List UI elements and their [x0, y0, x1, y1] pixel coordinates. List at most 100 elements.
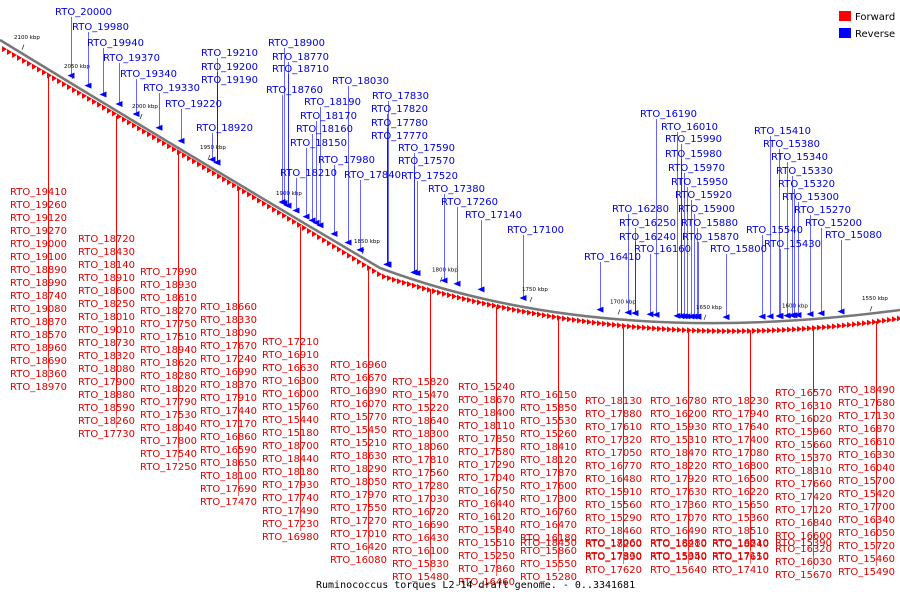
forward-gene-label[interactable]: RTO_17600	[520, 481, 577, 492]
reverse-gene-label[interactable]: RTO_15430	[764, 239, 821, 250]
reverse-gene-label[interactable]: RTO_17520	[401, 171, 458, 182]
forward-gene-label[interactable]: RTO_18450	[520, 538, 577, 549]
forward-gene-label[interactable]: RTO_18510	[712, 526, 769, 537]
forward-gene-label[interactable]: RTO_16960	[330, 360, 387, 371]
forward-gene-label[interactable]: RTO_18910	[78, 273, 135, 284]
forward-gene-label[interactable]: RTO_15720	[838, 541, 895, 552]
forward-gene-label[interactable]: RTO_17050	[585, 448, 642, 459]
reverse-gene-label[interactable]: RTO_16410	[584, 252, 641, 263]
forward-gene-label[interactable]: RTO_16180	[520, 533, 577, 544]
reverse-gene-label[interactable]: RTO_18030	[332, 76, 389, 87]
reverse-gene-label[interactable]: RTO_17770	[371, 131, 428, 142]
forward-gene-label[interactable]: RTO_18050	[330, 477, 387, 488]
forward-gene-label[interactable]: RTO_18720	[78, 234, 135, 245]
forward-gene-label[interactable]: RTO_16040	[838, 463, 895, 474]
forward-gene-label[interactable]: RTO_17690	[200, 484, 257, 495]
forward-gene-label[interactable]: RTO_19080	[10, 304, 67, 315]
forward-gene-label[interactable]: RTO_18140	[78, 260, 135, 271]
forward-gene-label[interactable]: RTO_18430	[78, 247, 135, 258]
forward-gene-label[interactable]: RTO_17250	[140, 462, 197, 473]
reverse-gene-label[interactable]: RTO_15300	[782, 192, 839, 203]
forward-gene-label[interactable]: RTO_15460	[838, 554, 895, 565]
reverse-gene-label[interactable]: RTO_18760	[266, 85, 323, 96]
forward-gene-label[interactable]: RTO_17930	[262, 480, 319, 491]
reverse-gene-label[interactable]: RTO_18920	[196, 123, 253, 134]
forward-gene-label[interactable]: RTO_16210	[650, 539, 707, 550]
reverse-gene-label[interactable]: RTO_15080	[825, 230, 882, 241]
forward-gene-label[interactable]: RTO_17610	[585, 422, 642, 433]
forward-gene-label[interactable]: RTO_18970	[10, 382, 67, 393]
reverse-gene-label[interactable]: RTO_16010	[661, 122, 718, 133]
forward-gene-label[interactable]: RTO_16430	[392, 533, 449, 544]
forward-gene-label[interactable]: RTO_15290	[585, 513, 642, 524]
forward-gene-label[interactable]: RTO_16220	[712, 487, 769, 498]
reverse-gene-label[interactable]: RTO_15880	[681, 218, 738, 229]
forward-gene-label[interactable]: RTO_18490	[838, 385, 895, 396]
forward-gene-label[interactable]: RTO_18990	[10, 278, 67, 289]
forward-gene-label[interactable]: RTO_15260	[520, 429, 577, 440]
forward-gene-label[interactable]: RTO_17620	[585, 565, 642, 576]
forward-gene-label[interactable]: RTO_18620	[140, 358, 197, 369]
forward-gene-label[interactable]: RTO_18700	[262, 441, 319, 452]
reverse-gene-label[interactable]: RTO_18710	[272, 64, 329, 75]
forward-gene-label[interactable]: RTO_16910	[262, 350, 319, 361]
forward-gene-label[interactable]: RTO_17730	[78, 429, 135, 440]
forward-gene-label[interactable]: RTO_17890	[585, 552, 642, 563]
forward-gene-label[interactable]: RTO_17170	[200, 419, 257, 430]
forward-gene-label[interactable]: RTO_17870	[520, 468, 577, 479]
forward-gene-label[interactable]: RTO_17410	[712, 565, 769, 576]
forward-gene-label[interactable]: RTO_16310	[775, 401, 832, 412]
forward-gene-label[interactable]: RTO_18290	[330, 464, 387, 475]
forward-gene-label[interactable]: RTO_18360	[10, 369, 67, 380]
forward-gene-label[interactable]: RTO_16670	[330, 373, 387, 384]
forward-gene-label[interactable]: RTO_18370	[200, 380, 257, 391]
forward-gene-label[interactable]: RTO_18120	[520, 455, 577, 466]
forward-gene-label[interactable]: RTO_15960	[775, 427, 832, 438]
forward-gene-label[interactable]: RTO_18930	[140, 280, 197, 291]
forward-gene-label[interactable]: RTO_19410	[10, 187, 67, 198]
forward-gene-label[interactable]: RTO_18320	[78, 351, 135, 362]
forward-gene-label[interactable]: RTO_17270	[330, 516, 387, 527]
forward-gene-label[interactable]: RTO_18110	[458, 421, 515, 432]
forward-gene-label[interactable]: RTO_15700	[838, 476, 895, 487]
forward-gene-label[interactable]: RTO_16840	[775, 518, 832, 529]
reverse-gene-label[interactable]: RTO_19220	[165, 99, 222, 110]
forward-gene-label[interactable]: RTO_18250	[78, 299, 135, 310]
reverse-gene-label[interactable]: RTO_16160	[634, 244, 691, 255]
forward-gene-label[interactable]: RTO_18060	[392, 442, 449, 453]
forward-gene-label[interactable]: RTO_18020	[140, 384, 197, 395]
forward-gene-label[interactable]: RTO_15240	[458, 382, 515, 393]
forward-gene-label[interactable]: RTO_18670	[458, 395, 515, 406]
forward-gene-label[interactable]: RTO_15250	[458, 551, 515, 562]
forward-gene-label[interactable]: RTO_17970	[330, 490, 387, 501]
forward-gene-label[interactable]: RTO_18330	[200, 315, 257, 326]
forward-gene-label[interactable]: RTO_18740	[10, 291, 67, 302]
forward-gene-label[interactable]: RTO_15510	[458, 538, 515, 549]
forward-gene-label[interactable]: RTO_18100	[200, 471, 257, 482]
forward-gene-label[interactable]: RTO_15650	[712, 500, 769, 511]
forward-gene-label[interactable]: RTO_16120	[458, 512, 515, 523]
reverse-gene-label[interactable]: RTO_17140	[465, 210, 522, 221]
forward-gene-label[interactable]: RTO_15910	[585, 487, 642, 498]
forward-gene-label[interactable]: RTO_16480	[585, 474, 642, 485]
forward-gene-label[interactable]: RTO_16760	[520, 507, 577, 518]
forward-gene-label[interactable]: RTO_18220	[650, 461, 707, 472]
forward-gene-label[interactable]: RTO_18080	[78, 364, 135, 375]
forward-gene-label[interactable]: RTO_16080	[330, 555, 387, 566]
reverse-gene-label[interactable]: RTO_15330	[776, 166, 833, 177]
forward-gene-label[interactable]: RTO_15180	[262, 428, 319, 439]
reverse-gene-label[interactable]: RTO_15380	[763, 139, 820, 150]
forward-gene-label[interactable]: RTO_15440	[262, 415, 319, 426]
forward-gene-label[interactable]: RTO_16150	[520, 390, 577, 401]
reverse-gene-label[interactable]: RTO_18210	[280, 168, 337, 179]
forward-gene-label[interactable]: RTO_15530	[520, 416, 577, 427]
forward-gene-label[interactable]: RTO_18650	[200, 458, 257, 469]
forward-gene-label[interactable]: RTO_16070	[330, 399, 387, 410]
forward-gene-label[interactable]: RTO_17880	[585, 409, 642, 420]
forward-gene-label[interactable]: RTO_18230	[712, 396, 769, 407]
forward-gene-label[interactable]: RTO_16460	[458, 577, 515, 588]
reverse-gene-label[interactable]: RTO_17100	[507, 225, 564, 236]
forward-gene-label[interactable]: RTO_17900	[78, 377, 135, 388]
forward-gene-label[interactable]: RTO_17080	[712, 448, 769, 459]
forward-gene-label[interactable]: RTO_16690	[392, 520, 449, 531]
